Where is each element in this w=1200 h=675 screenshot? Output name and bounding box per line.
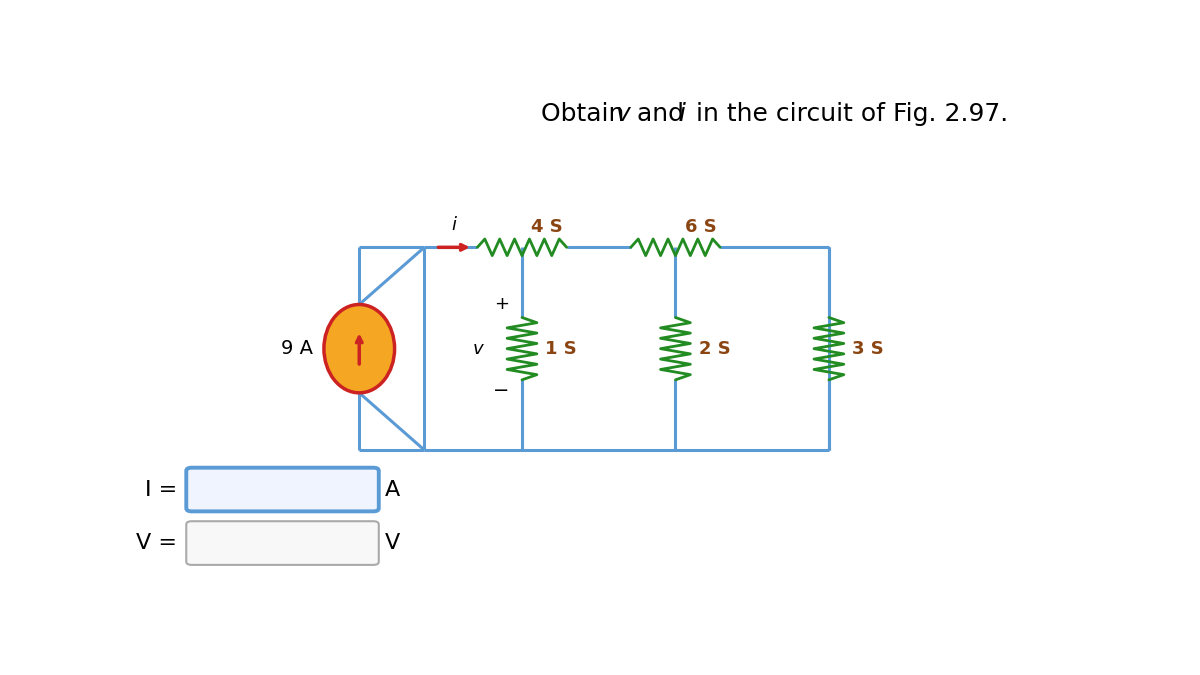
Text: and: and	[629, 102, 692, 126]
FancyBboxPatch shape	[186, 468, 379, 512]
Text: 9 A: 9 A	[281, 339, 313, 358]
Text: in the circuit of Fig. 2.97.: in the circuit of Fig. 2.97.	[688, 102, 1008, 126]
Text: Obtain: Obtain	[540, 102, 632, 126]
Text: 1 S: 1 S	[545, 340, 577, 358]
Text: 3 S: 3 S	[852, 340, 884, 358]
Text: $i$: $i$	[451, 217, 457, 234]
Text: V =: V =	[136, 533, 176, 553]
FancyBboxPatch shape	[186, 521, 379, 565]
Text: +: +	[494, 296, 509, 313]
Text: i: i	[678, 102, 685, 126]
Text: v: v	[616, 102, 630, 126]
Text: I =: I =	[145, 479, 176, 500]
Text: 6 S: 6 S	[685, 217, 716, 236]
Text: 2 S: 2 S	[698, 340, 731, 358]
Text: −: −	[493, 381, 510, 400]
Text: V: V	[384, 533, 400, 553]
Text: A: A	[384, 479, 400, 500]
Text: $v$: $v$	[472, 340, 485, 358]
Text: 4 S: 4 S	[532, 217, 563, 236]
Ellipse shape	[324, 304, 395, 393]
